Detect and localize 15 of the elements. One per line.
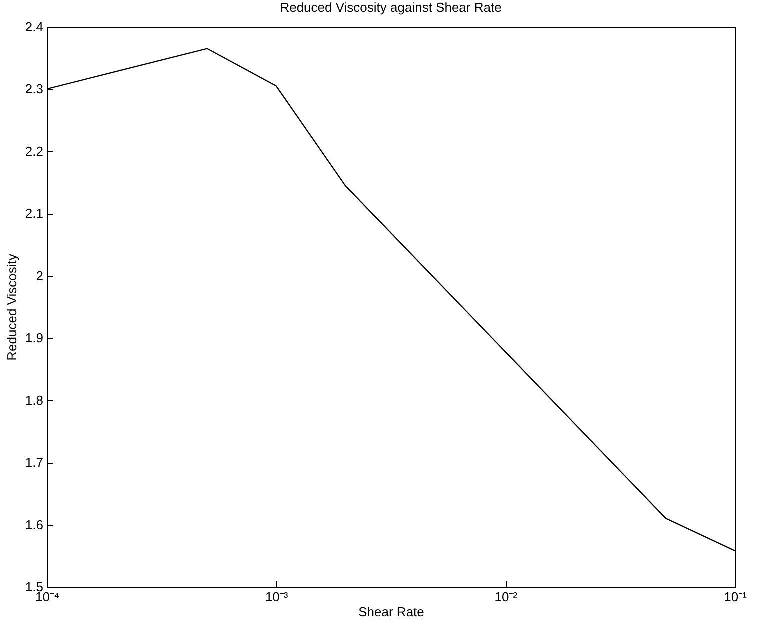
y-tick-label: 2.2 xyxy=(25,144,44,159)
y-tick-label: 2 xyxy=(36,268,44,284)
y-axis-title: Reduced Viscosity xyxy=(4,254,20,361)
chart-title: Reduced Viscosity against Shear Rate xyxy=(280,0,502,15)
y-tick-label: 2.1 xyxy=(25,206,44,222)
y-tick-label: 1.9 xyxy=(25,330,44,346)
x-tick-label: 10⁻¹ xyxy=(724,590,748,604)
y-tick-label: 1.7 xyxy=(25,455,44,470)
x-tick-label: 10⁻³ xyxy=(265,590,289,604)
x-tick-label: 10⁻² xyxy=(494,590,518,604)
y-tick-label: 2.3 xyxy=(25,82,44,97)
x-axis-title: Shear Rate xyxy=(358,604,424,620)
y-tick-label: 1.6 xyxy=(25,517,44,532)
y-tick-label: 2.4 xyxy=(25,20,44,34)
y-tick-label: 1.8 xyxy=(25,392,44,408)
